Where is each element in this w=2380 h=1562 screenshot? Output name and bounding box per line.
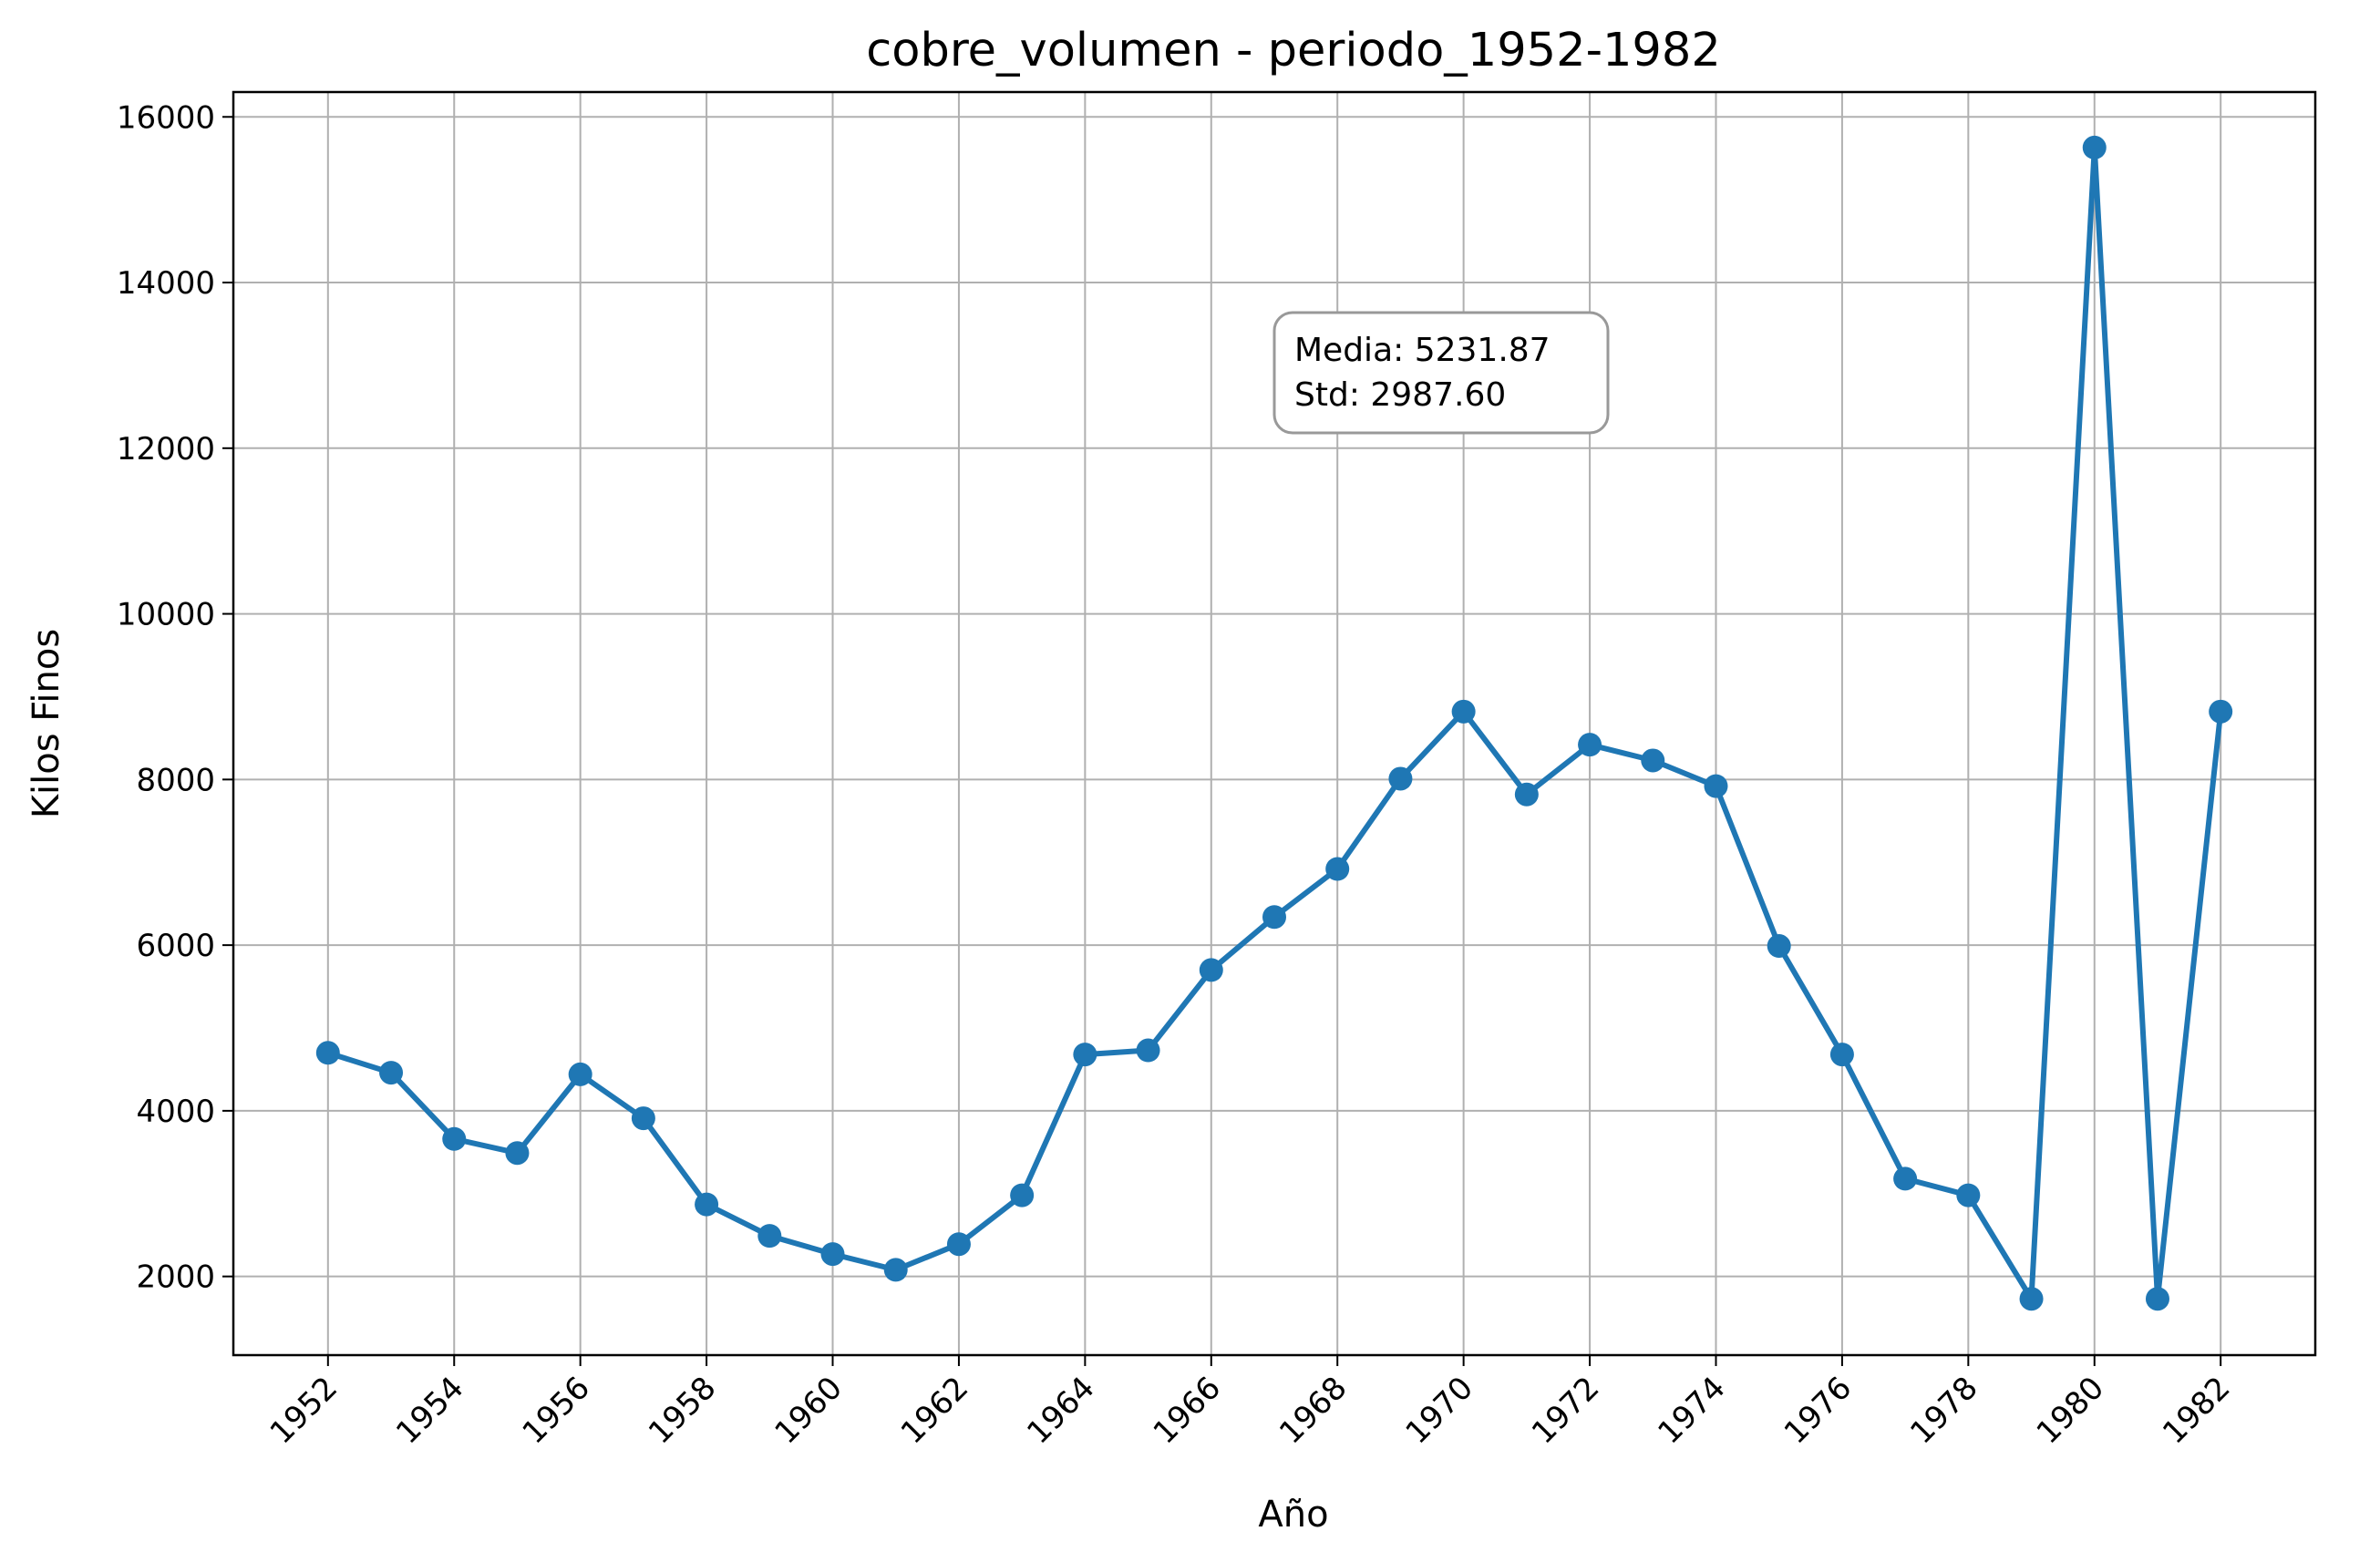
data-point bbox=[1514, 782, 1539, 807]
data-point bbox=[695, 1192, 719, 1217]
y-tick-label: 14000 bbox=[117, 265, 215, 302]
y-tick-label: 4000 bbox=[136, 1094, 215, 1130]
data-point bbox=[1073, 1043, 1097, 1067]
data-point bbox=[315, 1041, 340, 1065]
data-point bbox=[1262, 905, 1286, 930]
data-point bbox=[1704, 774, 1728, 798]
data-point bbox=[1199, 958, 1223, 982]
y-axis-label: Kilos Finos bbox=[26, 629, 67, 818]
data-point bbox=[1641, 748, 1665, 773]
data-point bbox=[2019, 1287, 2044, 1311]
y-tick-label: 8000 bbox=[136, 762, 215, 798]
data-point bbox=[1578, 733, 1602, 757]
data-point bbox=[1829, 1043, 1854, 1067]
data-point bbox=[631, 1106, 655, 1131]
y-tick-label: 6000 bbox=[136, 928, 215, 964]
data-point bbox=[505, 1141, 530, 1166]
x-axis-label: Año bbox=[1258, 1494, 1328, 1536]
data-point bbox=[820, 1242, 845, 1267]
y-tick-label: 2000 bbox=[136, 1259, 215, 1296]
annotation-box bbox=[1272, 311, 1610, 435]
data-point bbox=[1325, 857, 1350, 881]
plot-area-frame bbox=[232, 90, 2317, 1357]
annotation-mean: Media: 5231.87 bbox=[1294, 332, 1551, 369]
data-point bbox=[1956, 1183, 1981, 1207]
data-point-group bbox=[315, 135, 2233, 1311]
data-point bbox=[757, 1224, 782, 1249]
data-point bbox=[379, 1061, 404, 1085]
data-point bbox=[1893, 1166, 1918, 1191]
data-point bbox=[1767, 934, 1791, 959]
y-tick-label: 16000 bbox=[117, 99, 215, 136]
data-point bbox=[2082, 135, 2107, 159]
annotation-std: Std: 2987.60 bbox=[1294, 376, 1506, 414]
data-point bbox=[1451, 699, 1476, 724]
data-point bbox=[1010, 1183, 1035, 1207]
data-point bbox=[568, 1062, 592, 1086]
y-tick-label: 12000 bbox=[117, 431, 215, 468]
grid-lines bbox=[233, 92, 2315, 1355]
data-point bbox=[1136, 1038, 1160, 1063]
chart-title: cobre_volumen - periodo_1952-1982 bbox=[866, 24, 1721, 77]
data-point bbox=[1388, 766, 1413, 791]
data-point bbox=[2145, 1287, 2169, 1311]
data-point bbox=[442, 1126, 467, 1151]
data-point bbox=[946, 1232, 971, 1257]
statistics-annotation: Media: 5231.87 Std: 2987.60 bbox=[1272, 311, 1610, 435]
y-tick-label: 10000 bbox=[117, 597, 215, 633]
data-point bbox=[883, 1258, 908, 1282]
y-axis-ticks: 2000 4000 6000 8000 10000 12000 14000 16000 bbox=[117, 99, 233, 1296]
data-point bbox=[2209, 699, 2233, 724]
